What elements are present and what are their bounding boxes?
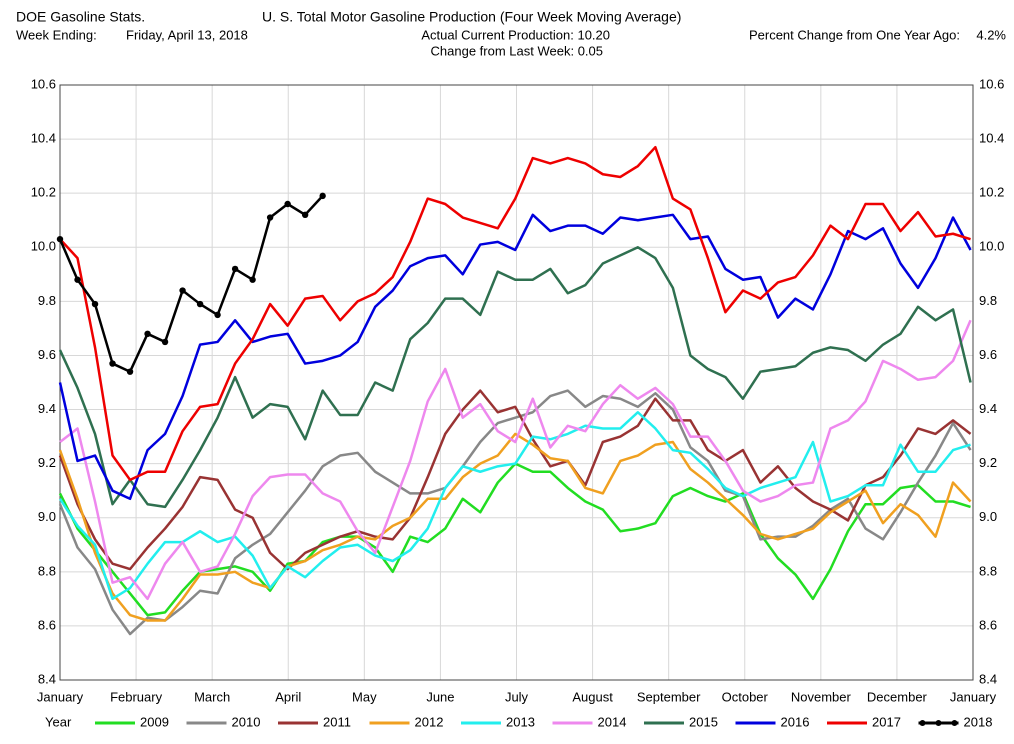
point [179,287,186,294]
y2-tick-label: 9.8 [979,293,997,308]
y-tick-label: 8.6 [38,617,56,632]
legend-marker [919,720,926,726]
x-tick-label: June [426,689,454,704]
series-line [58,213,972,501]
point [231,265,239,273]
legend-label: 2015 [689,714,718,729]
y2-tick-label: 10.2 [979,185,1004,200]
x-tick-label: December [867,689,928,704]
y-tick-label: 10.6 [31,76,56,91]
legend-label: 2012 [415,714,444,729]
y-tick-label: 8.8 [38,563,56,578]
y2-tick-label: 8.4 [979,671,997,686]
y-tick-label: 9.0 [38,509,56,524]
legend-title: Year [45,714,72,729]
y-tick-label: 9.8 [38,293,56,308]
legend-label: 2011 [323,714,351,729]
x-tick-label: November [791,689,852,704]
legend-label: 2017 [872,714,901,729]
point [144,330,151,338]
series-line [58,389,972,636]
series-line [59,319,972,601]
pct-value: 4.2% [976,27,1006,42]
weekly-change: Change from Last Week: 0.05 [431,43,603,58]
legend-label: 2016 [781,714,810,729]
pct-label: Percent Change from One Year Ago: [749,27,960,42]
x-tick-label: October [722,689,769,704]
point [161,338,169,346]
y2-tick-label: 8.8 [979,563,997,578]
y-tick-label: 8.4 [38,671,56,686]
series-line [58,246,972,509]
point [214,311,221,319]
point [126,368,134,375]
x-tick-label: January [37,689,84,704]
chart-title: U. S. Total Motor Gasoline Production (F… [262,9,681,25]
y-tick-label: 10.2 [31,185,56,200]
series-line [58,389,972,571]
y2-tick-label: 9.0 [979,509,997,524]
week-date: Friday, April 13, 2018 [126,27,248,42]
x-tick-label: January [950,689,997,704]
point [266,214,274,221]
x-tick-label: February [110,689,163,704]
week-label: Week Ending: [16,27,97,42]
point [56,235,64,243]
y2-tick-label: 9.6 [979,347,997,362]
point [196,300,204,308]
x-tick-label: May [352,689,377,704]
legend-label: 2010 [232,714,261,729]
x-tick-label: July [505,689,529,704]
point [74,276,81,283]
y-tick-label: 9.6 [38,347,56,362]
site-name: DOE Gasoline Stats. [16,9,145,25]
legend-marker [935,720,942,726]
y2-tick-label: 8.6 [979,617,997,632]
y2-tick-label: 10.0 [979,239,1004,254]
x-tick-label: April [275,689,301,704]
legend-label: 2009 [140,714,169,729]
y2-tick-label: 10.6 [979,76,1004,91]
x-tick-label: September [637,689,701,704]
y2-tick-label: 9.4 [979,401,997,416]
y-tick-label: 9.2 [38,455,56,470]
legend-marker [951,720,958,726]
point [319,192,326,200]
point [249,276,256,283]
point [91,300,99,308]
y-tick-label: 10.0 [31,239,56,254]
series-line [59,145,971,482]
y2-tick-label: 9.2 [979,455,997,470]
series-line [58,432,972,622]
legend-label: 2014 [598,714,627,729]
x-tick-label: March [194,689,230,704]
x-tick-label: August [572,689,613,704]
point [109,360,116,367]
legend-label: 2018 [964,714,993,729]
y2-tick-label: 10.4 [979,131,1004,146]
point [301,211,309,219]
current-production: Actual Current Production: 10.20 [421,27,610,42]
legend-label: 2013 [506,714,535,729]
series-line [58,195,324,373]
y-tick-label: 10.4 [31,131,56,146]
y-tick-label: 9.4 [38,401,56,416]
point [284,200,291,208]
